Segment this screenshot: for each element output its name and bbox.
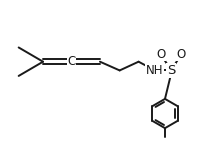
Text: O: O xyxy=(156,48,166,61)
Text: O: O xyxy=(177,48,186,61)
Text: S: S xyxy=(167,64,175,77)
Text: NH: NH xyxy=(146,64,164,77)
Text: C: C xyxy=(67,55,76,68)
